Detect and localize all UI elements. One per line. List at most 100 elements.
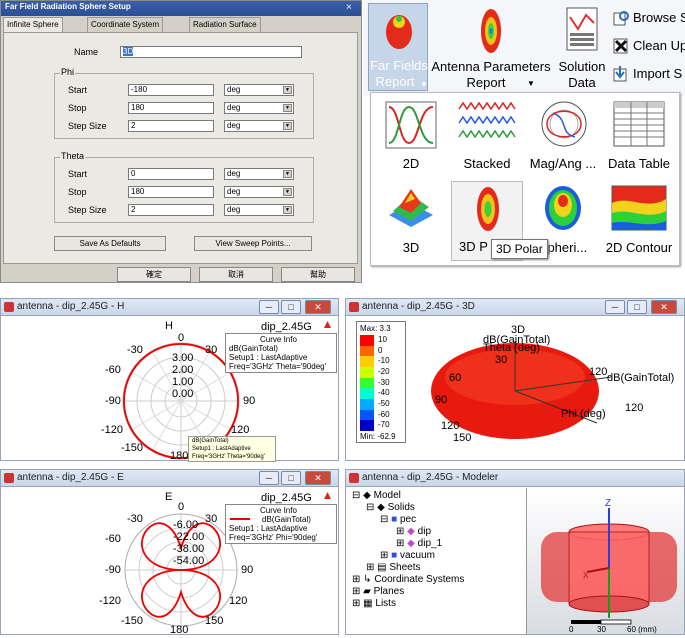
phi-start-unit-select[interactable]: deg ▼	[224, 84, 294, 96]
gallery-item-2d[interactable]: 2D	[375, 97, 447, 177]
phi-step-unit-select[interactable]: deg ▼	[224, 120, 294, 132]
maximize-button[interactable]: □	[281, 471, 301, 485]
tree-item-planes[interactable]: ⊞ ▰ Planes	[352, 586, 405, 597]
warning-icon	[324, 492, 331, 499]
delete-icon	[613, 38, 628, 54]
gallery-item-data-table[interactable]: Data Table	[603, 97, 675, 177]
scale-label: -60	[378, 409, 390, 419]
browse-solutions-button[interactable]: Browse S	[613, 8, 685, 28]
3d-label-gain-top: dB(GainTotal)	[483, 334, 550, 346]
h-angle-m90: -90	[105, 395, 121, 407]
ribbon-area: Far Fields Report ▼ Antenna Parameters R…	[363, 0, 685, 283]
tree-item-model[interactable]: ⊟ ◆ Model	[352, 490, 401, 501]
far-fields-report-button[interactable]: Far Fields Report ▼	[368, 3, 428, 91]
save-as-defaults-button[interactable]: Save As Defaults	[54, 236, 166, 251]
chevron-down-icon: ▼	[283, 188, 292, 196]
maximize-button[interactable]: □	[281, 300, 301, 314]
h-radial-3: 3.00	[172, 352, 193, 364]
gallery-item-stacked[interactable]: Stacked	[451, 97, 523, 177]
tab-coordinate-system[interactable]: Coordinate System	[87, 17, 164, 32]
gallery-3d-polar-label: 3D P	[459, 239, 488, 254]
h-curve-info-box[interactable]: Curve Info dB(GainTotal) Setup1 : LastAd…	[225, 333, 337, 373]
scale-label: 0	[378, 345, 383, 355]
gallery-item-3d[interactable]: 3D	[375, 181, 447, 261]
theta-stop-input[interactable]: 180	[128, 186, 214, 198]
tab-infinite-sphere[interactable]: Infinite Sphere	[3, 17, 63, 32]
curve-freq: Freq='3GHz' Phi='90deg'	[229, 533, 318, 542]
warning-icon	[324, 321, 331, 328]
e-plane-plot-window: antenna - dip_2.45G - E ─ □ ✕ E dip_2.45…	[0, 469, 339, 635]
close-button[interactable]: ✕	[305, 300, 331, 314]
minimize-button[interactable]: ─	[259, 300, 279, 314]
antenna-parameters-report-button[interactable]: Antenna Parameters Report ▼	[431, 3, 551, 91]
curve-setup: Setup1 : LastAdaptive	[229, 353, 308, 362]
name-input[interactable]: 3D	[120, 46, 302, 58]
tree-item-sheets[interactable]: ⊞ ▤ Sheets	[366, 562, 421, 573]
curve-setup: Setup1 : LastAdaptive	[229, 524, 308, 533]
phi-start-input[interactable]: -180	[128, 84, 214, 96]
ok-button[interactable]: 確定	[117, 267, 191, 282]
far-fields-label-1: Far Fields	[370, 58, 428, 73]
close-button[interactable]: ✕	[651, 300, 677, 314]
3d-plot-window: antenna - dip_2.45G - 3D ─ □ ✕ Max: 3.3 …	[345, 298, 685, 461]
h-angle-90: 90	[243, 395, 255, 407]
phi-stop-unit-select[interactable]: deg ▼	[224, 102, 294, 114]
solution-data-button[interactable]: Solution Data	[556, 3, 608, 91]
phi-group	[54, 73, 314, 139]
theta-start-unit: deg	[227, 169, 241, 178]
e-plot-title: E	[165, 491, 172, 503]
curve-info-title: Curve Info	[260, 335, 297, 344]
tree-item-coordinate-systems[interactable]: ⊞ ↳ Coordinate Systems	[352, 574, 465, 585]
minimize-button[interactable]: ─	[605, 300, 625, 314]
3d-tick-30: 30	[495, 354, 507, 366]
e-angle-m150: -150	[121, 615, 143, 627]
solution-data-icon	[566, 7, 598, 51]
phi-step-input[interactable]: 2	[128, 120, 214, 132]
dialog-close-button[interactable]: ×	[346, 2, 352, 13]
theta-step-unit-select[interactable]: deg ▼	[224, 204, 294, 216]
stacked-plot-icon	[458, 101, 516, 139]
cancel-button[interactable]: 取消	[199, 267, 273, 282]
view-sweep-points-button[interactable]: View Sweep Points...	[194, 236, 312, 251]
tree-item-pec[interactable]: ⊟ ■ pec	[380, 514, 417, 525]
minimize-button[interactable]: ─	[259, 471, 279, 485]
antenna-params-label-1: Antenna Parameters	[431, 59, 551, 74]
theta-start-unit-select[interactable]: deg ▼	[224, 168, 294, 180]
phi-stop-input[interactable]: 180	[128, 102, 214, 114]
antenna-model-graphic: Z X 0 30 60 (mm)	[541, 498, 677, 634]
h-gain-curve	[123, 343, 239, 459]
gallery-item-spherical[interactable]: Spheri...	[527, 181, 599, 261]
theta-step-input[interactable]: 2	[128, 204, 214, 216]
3d-model-view[interactable]: Z X 0 30 60 (mm)	[526, 488, 684, 634]
scale-30: 30	[597, 625, 606, 634]
scale-label: -70	[378, 420, 390, 430]
dialog-title: Far Field Radiation Sphere Setup	[5, 2, 131, 11]
gallery-2d-label: 2D	[402, 156, 420, 171]
gallery-spherical-label: Spheri...	[538, 240, 588, 255]
e-angle-30: 30	[205, 513, 217, 525]
theta-start-input[interactable]: 0	[128, 168, 214, 180]
e-curve-info-box[interactable]: Curve Info dB(GainTotal) Setup1 : LastAd…	[225, 504, 337, 544]
tree-item-dip[interactable]: ⊞ ◆ dip	[396, 526, 432, 537]
modeler-window: antenna - dip_2.45G - Modeler ⊟ ◆ Model …	[345, 469, 685, 635]
import-solutions-button[interactable]: Import S	[613, 64, 685, 84]
h-angle-0: 0	[178, 332, 184, 344]
theta-stop-unit-select[interactable]: deg ▼	[224, 186, 294, 198]
h-marker-tooltip: dB(GainTotal) Setup1 : LastAdaptive Freq…	[188, 436, 276, 462]
e-angle-150: 150	[205, 615, 223, 627]
gallery-2d-contour-label: 2D Contour	[605, 240, 673, 255]
plot-window-icon	[349, 473, 359, 483]
chevron-down-icon: ▼	[527, 79, 535, 88]
tree-item-lists[interactable]: ⊞ ▦ Lists	[352, 598, 396, 609]
close-button[interactable]: ✕	[305, 471, 331, 485]
tab-radiation-surface[interactable]: Radiation Surface	[189, 17, 261, 32]
contour-plot-icon	[611, 185, 667, 231]
help-button[interactable]: 幫助	[281, 267, 355, 282]
tree-item-dip-1[interactable]: ⊞ ◆ dip_1	[396, 538, 443, 549]
gallery-item-2d-contour[interactable]: 2D Contour	[603, 181, 675, 261]
maximize-button[interactable]: □	[627, 300, 647, 314]
tree-item-solids[interactable]: ⊟ ◆ Solids	[366, 502, 415, 513]
gallery-item-mag-ang[interactable]: Mag/Ang ...	[527, 97, 599, 177]
tree-item-vacuum[interactable]: ⊞ ■ vacuum	[380, 550, 436, 561]
clean-up-button[interactable]: Clean Up	[613, 36, 685, 56]
